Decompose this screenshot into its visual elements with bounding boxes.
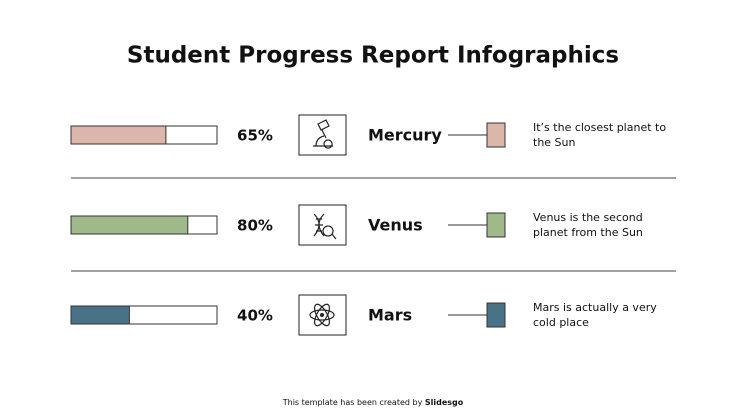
bar (70, 125, 167, 145)
footer: This template has been created by Slides… (282, 398, 464, 407)
category-label: Venus (368, 216, 423, 235)
footer-text: This template has been created by (282, 398, 423, 407)
value-label: 65% (237, 127, 273, 145)
description: the Sun (533, 136, 576, 149)
value-label: 80% (237, 217, 273, 235)
description: Mars is actually a very (533, 301, 657, 314)
description: cold place (533, 316, 589, 329)
icon-dna (298, 204, 347, 246)
icon-atom (298, 294, 347, 336)
category-label: Mercury (368, 126, 442, 145)
value-label: 40% (237, 307, 273, 325)
icon-microscope (298, 114, 347, 156)
description: It’s the closest planet to (533, 121, 666, 134)
color-swatch (486, 122, 506, 148)
category-label: Mars (368, 306, 412, 325)
bar (70, 215, 189, 235)
footer-brand: Slidesgo (425, 398, 464, 407)
description: Venus is the second (533, 211, 643, 224)
description: planet from the Sun (533, 226, 643, 239)
color-swatch (486, 212, 506, 238)
bar (70, 305, 130, 325)
color-swatch (486, 302, 506, 328)
title: Student Progress Report Infographics (127, 43, 619, 69)
